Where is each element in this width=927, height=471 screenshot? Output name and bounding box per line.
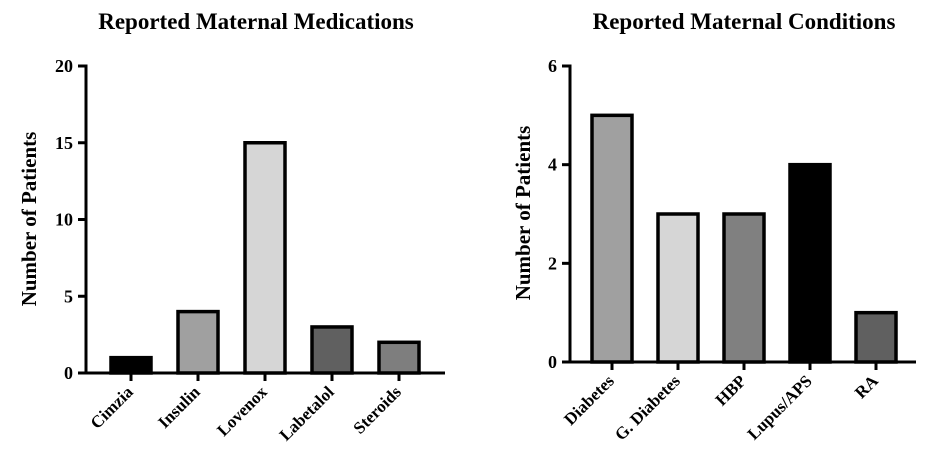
chart-title: Reported Maternal Conditions: [593, 9, 896, 34]
bar-ra: [854, 310, 898, 364]
y-axis-label: Number of Patients: [17, 132, 41, 307]
y-tick-label: 4: [548, 155, 557, 175]
x-tick-label: Insulin: [154, 382, 204, 432]
bar-steroids: [377, 340, 421, 375]
bar-lovenox: [243, 141, 287, 375]
bar-lupus-aps: [788, 162, 832, 364]
y-tick-label: 2: [548, 253, 557, 273]
y-tick-label: 10: [55, 210, 73, 230]
y-tick-label: 6: [548, 56, 557, 76]
y-axis-label: Number of Patients: [511, 126, 535, 301]
y-tick-label: 20: [55, 56, 73, 76]
x-tick-label: HBP: [712, 371, 750, 409]
bar-diabetes: [590, 113, 634, 364]
y-tick-label: 0: [548, 352, 557, 372]
x-tick-label: Diabetes: [560, 371, 618, 429]
bar-insulin: [176, 309, 220, 375]
bar-g-diabetes: [656, 212, 700, 364]
bar-labetalol: [310, 325, 354, 375]
y-tick-label: 5: [64, 286, 73, 306]
bar-hbp: [722, 212, 766, 364]
y-tick-label: 15: [55, 133, 73, 153]
conditions-chart: Reported Maternal Conditions Number of P…: [511, 9, 916, 444]
x-tick-label: Cimzia: [87, 382, 138, 433]
x-tick-label: Steroids: [350, 382, 406, 438]
chart-title: Reported Maternal Medications: [98, 9, 414, 34]
x-tick-label: G. Diabetes: [611, 371, 684, 444]
bar-cimzia: [109, 355, 153, 375]
x-tick-label: RA: [851, 371, 882, 402]
x-tick-label: Labetalol: [276, 382, 338, 444]
y-tick-label: 0: [64, 363, 73, 383]
x-tick-label: Lovenox: [213, 382, 271, 440]
x-tick-label: Lupus/APS: [744, 371, 816, 443]
medications-chart: Reported Maternal Medications Number of …: [17, 9, 445, 445]
